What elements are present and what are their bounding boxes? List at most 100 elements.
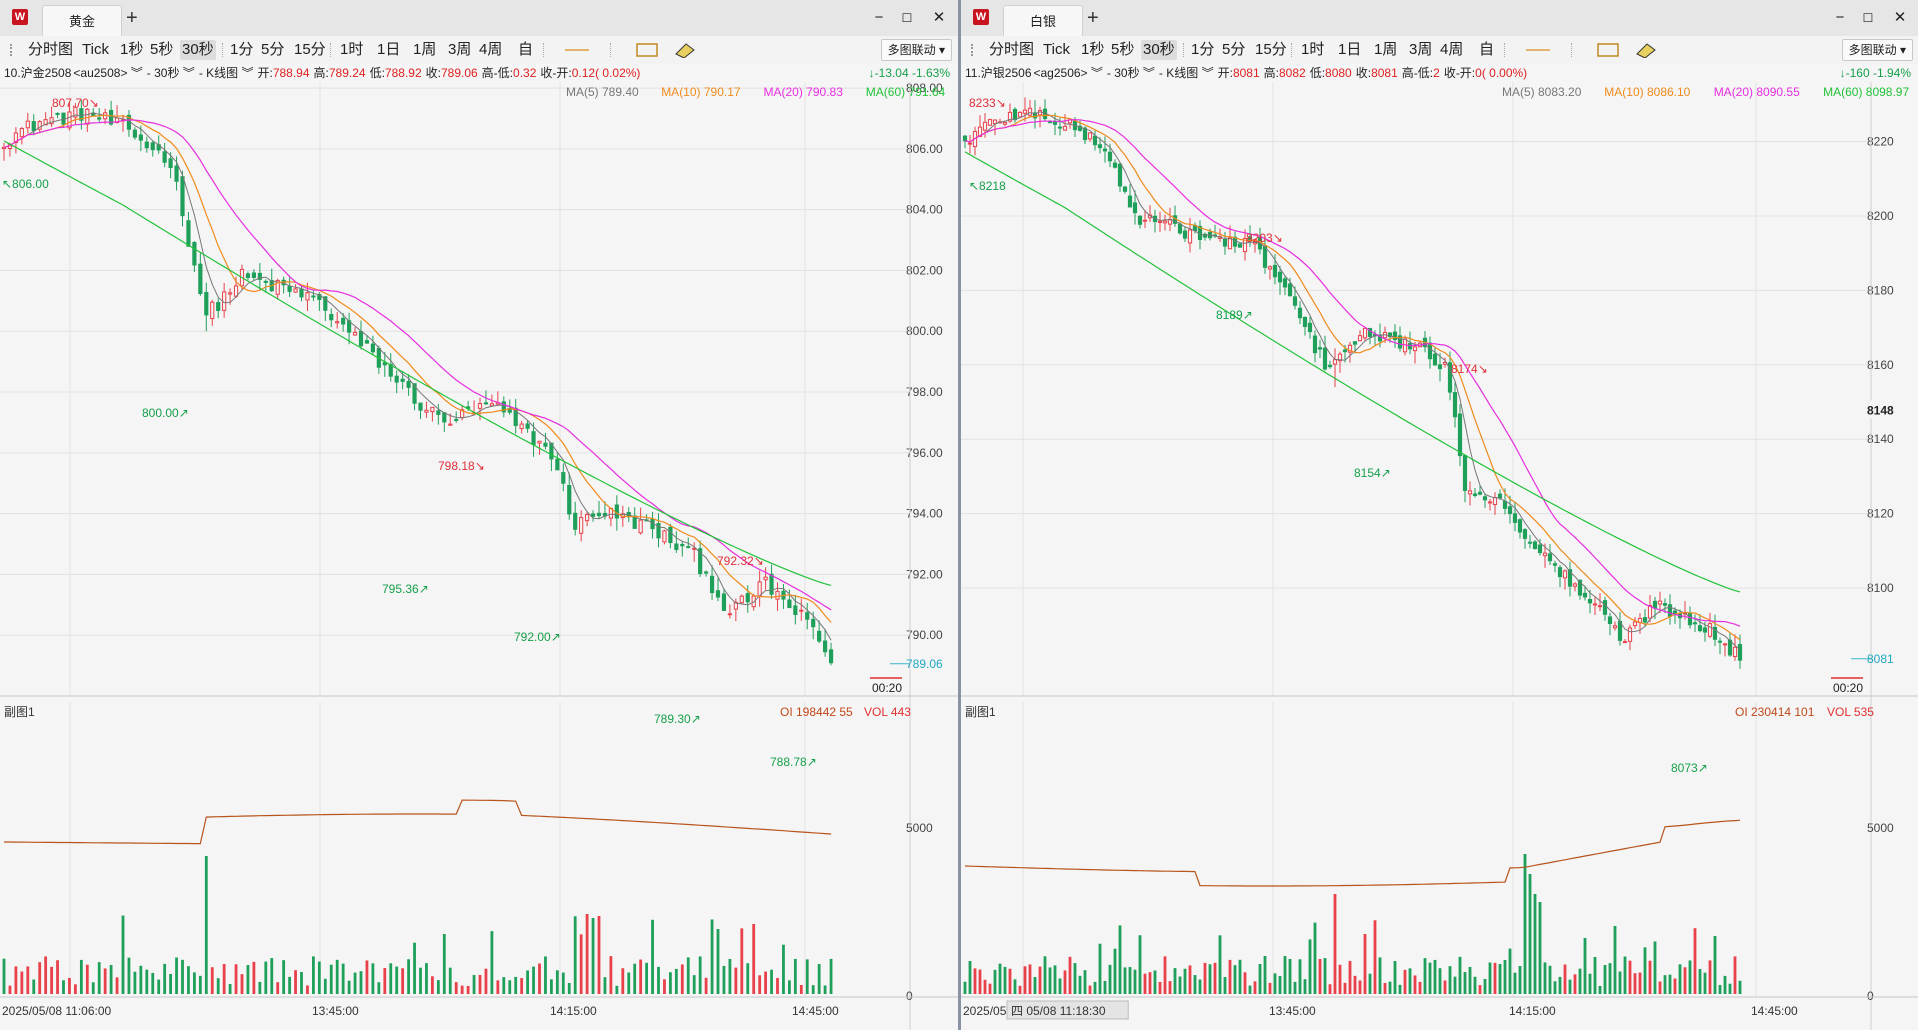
add-tab-icon[interactable]: + bbox=[1087, 7, 1099, 29]
volume-bar bbox=[1433, 959, 1437, 994]
time-tick-label: 14:45:00 bbox=[1751, 1004, 1798, 1018]
interval-button[interactable]: 自 bbox=[518, 41, 534, 58]
volume-bar bbox=[1598, 985, 1602, 994]
candle-body bbox=[614, 504, 619, 519]
tab-gold[interactable]: 黄金 bbox=[42, 5, 122, 37]
interval-select[interactable]: - 30秒 ︾ bbox=[1106, 66, 1155, 80]
ma-label-ma10: MA(10) 8086.10 bbox=[1604, 85, 1690, 99]
candle-body bbox=[1307, 322, 1313, 333]
volume-bar bbox=[1038, 966, 1042, 994]
volume-bar bbox=[710, 919, 714, 994]
volume-bar bbox=[91, 982, 95, 994]
volume-bar bbox=[1418, 981, 1422, 994]
interval-button[interactable]: 5秒 bbox=[1111, 41, 1135, 58]
interval-button[interactable]: 1周 bbox=[413, 41, 437, 58]
interval-button[interactable]: Tick bbox=[82, 41, 109, 58]
interval-button[interactable]: 分时图 bbox=[28, 41, 74, 58]
maximize-icon[interactable]: ☐ bbox=[901, 11, 913, 25]
peak-annotation: 8174↘ bbox=[1451, 362, 1488, 376]
candle-body bbox=[1017, 111, 1023, 118]
maximize-icon[interactable]: ☐ bbox=[1862, 11, 1874, 25]
candle-body bbox=[454, 418, 459, 421]
rectangle-tool-icon[interactable] bbox=[634, 42, 662, 58]
interval-button[interactable]: 1日 bbox=[1338, 41, 1362, 58]
candle-body bbox=[1342, 349, 1348, 353]
interval-button[interactable]: 1秒 bbox=[120, 41, 144, 58]
candle-body bbox=[585, 514, 590, 522]
volume-bar bbox=[1588, 973, 1592, 994]
eraser-tool-icon[interactable] bbox=[672, 42, 700, 59]
volume-bar bbox=[395, 966, 399, 994]
hl-value: 2 bbox=[1433, 66, 1440, 80]
interval-button[interactable]: 3周 bbox=[1409, 41, 1433, 58]
interval-button[interactable]: 1分 bbox=[1191, 41, 1215, 58]
interval-button[interactable]: 15分 bbox=[294, 41, 326, 58]
peak-annotation: 798.18↘ bbox=[438, 459, 485, 473]
kline-chart[interactable]: 8220 8200 8180 8160 8140 8120 8100 MA(5) 8083.2… bbox=[961, 82, 1918, 1030]
linkage-dropdown[interactable]: 多图联动 ▾ bbox=[880, 39, 952, 61]
chart-type-select[interactable]: - K线图 ︾ bbox=[1158, 66, 1214, 80]
volume-bar bbox=[1668, 974, 1672, 994]
chart-type-select[interactable]: - K线图 ︾ bbox=[198, 66, 254, 80]
minimize-icon[interactable]: − bbox=[874, 9, 884, 26]
candle-body bbox=[1302, 316, 1308, 327]
volume-bar bbox=[1428, 962, 1432, 994]
volume-bar bbox=[109, 964, 113, 994]
price-tick-label: 8100 bbox=[1867, 581, 1894, 595]
close-icon[interactable]: ✕ bbox=[932, 9, 946, 26]
volume-bar bbox=[1043, 956, 1047, 994]
interval-button[interactable]: 1时 bbox=[1301, 41, 1325, 58]
add-tab-icon[interactable]: + bbox=[126, 7, 138, 29]
symbol-code[interactable]: <au2508> ︾ bbox=[73, 66, 143, 80]
candle-body bbox=[1357, 335, 1363, 342]
candle-body bbox=[1282, 278, 1288, 288]
close-icon[interactable]: ✕ bbox=[1893, 9, 1907, 26]
minimize-icon[interactable]: − bbox=[1835, 9, 1845, 26]
interval-select[interactable]: - 30秒 ︾ bbox=[146, 66, 195, 80]
price-tick-label: 804.00 bbox=[906, 203, 943, 217]
volume-bar bbox=[1513, 972, 1517, 994]
interval-button[interactable]: 1分 bbox=[230, 41, 254, 58]
interval-button[interactable]: 1秒 bbox=[1081, 41, 1105, 58]
kline-chart[interactable]: 808.00 806.00 804.00 802.00 800.00 798.00 796.… bbox=[0, 82, 958, 1030]
interval-button[interactable]: 自 bbox=[1479, 41, 1495, 58]
interval-button[interactable]: 5分 bbox=[1222, 41, 1246, 58]
interval-button[interactable]: 3周 bbox=[448, 41, 472, 58]
candle-body bbox=[1012, 108, 1018, 121]
trendline-tool-icon[interactable] bbox=[1524, 42, 1552, 58]
interval-button[interactable]: 5分 bbox=[261, 41, 285, 58]
candle-body bbox=[656, 523, 661, 539]
volume-bar bbox=[1158, 981, 1162, 994]
interval-button[interactable]: Tick bbox=[1043, 41, 1070, 58]
volume-bar bbox=[79, 959, 83, 994]
interval-button[interactable]: 4周 bbox=[1440, 41, 1464, 58]
interval-button[interactable]: 4周 bbox=[479, 41, 503, 58]
candle-body bbox=[442, 412, 447, 423]
toolbar-separator bbox=[610, 43, 612, 57]
interval-button[interactable]: 30秒 bbox=[1141, 40, 1177, 60]
volume-bar bbox=[1218, 935, 1222, 994]
trendline-tool-icon[interactable] bbox=[563, 42, 591, 58]
hl-value: 0.32 bbox=[513, 66, 537, 80]
interval-button[interactable]: 30秒 bbox=[180, 40, 216, 60]
interval-button[interactable]: 15分 bbox=[1255, 41, 1287, 58]
volume-bar bbox=[508, 980, 512, 994]
symbol-code[interactable]: <ag2506> ︾ bbox=[1033, 66, 1103, 80]
interval-button[interactable]: 5秒 bbox=[150, 41, 174, 58]
candle-body bbox=[1412, 346, 1418, 352]
interval-button[interactable]: 分时图 bbox=[989, 41, 1035, 58]
interval-button[interactable]: 1时 bbox=[340, 41, 364, 58]
interval-button[interactable]: 1日 bbox=[377, 41, 401, 58]
volume-bar bbox=[788, 980, 791, 994]
candle-body bbox=[1057, 126, 1063, 129]
linkage-dropdown[interactable]: 多图联动 ▾ bbox=[1841, 39, 1913, 61]
interval-button[interactable]: 1周 bbox=[1374, 41, 1398, 58]
tab-silver[interactable]: 白银 bbox=[1003, 5, 1083, 37]
rectangle-tool-icon[interactable] bbox=[1595, 42, 1623, 58]
candle-body bbox=[1447, 362, 1453, 393]
eraser-tool-icon[interactable] bbox=[1633, 42, 1661, 59]
volume-bar bbox=[1628, 960, 1632, 994]
candle-body bbox=[341, 317, 346, 325]
volume-bar bbox=[1363, 934, 1367, 994]
panel-divider[interactable] bbox=[958, 0, 961, 1030]
